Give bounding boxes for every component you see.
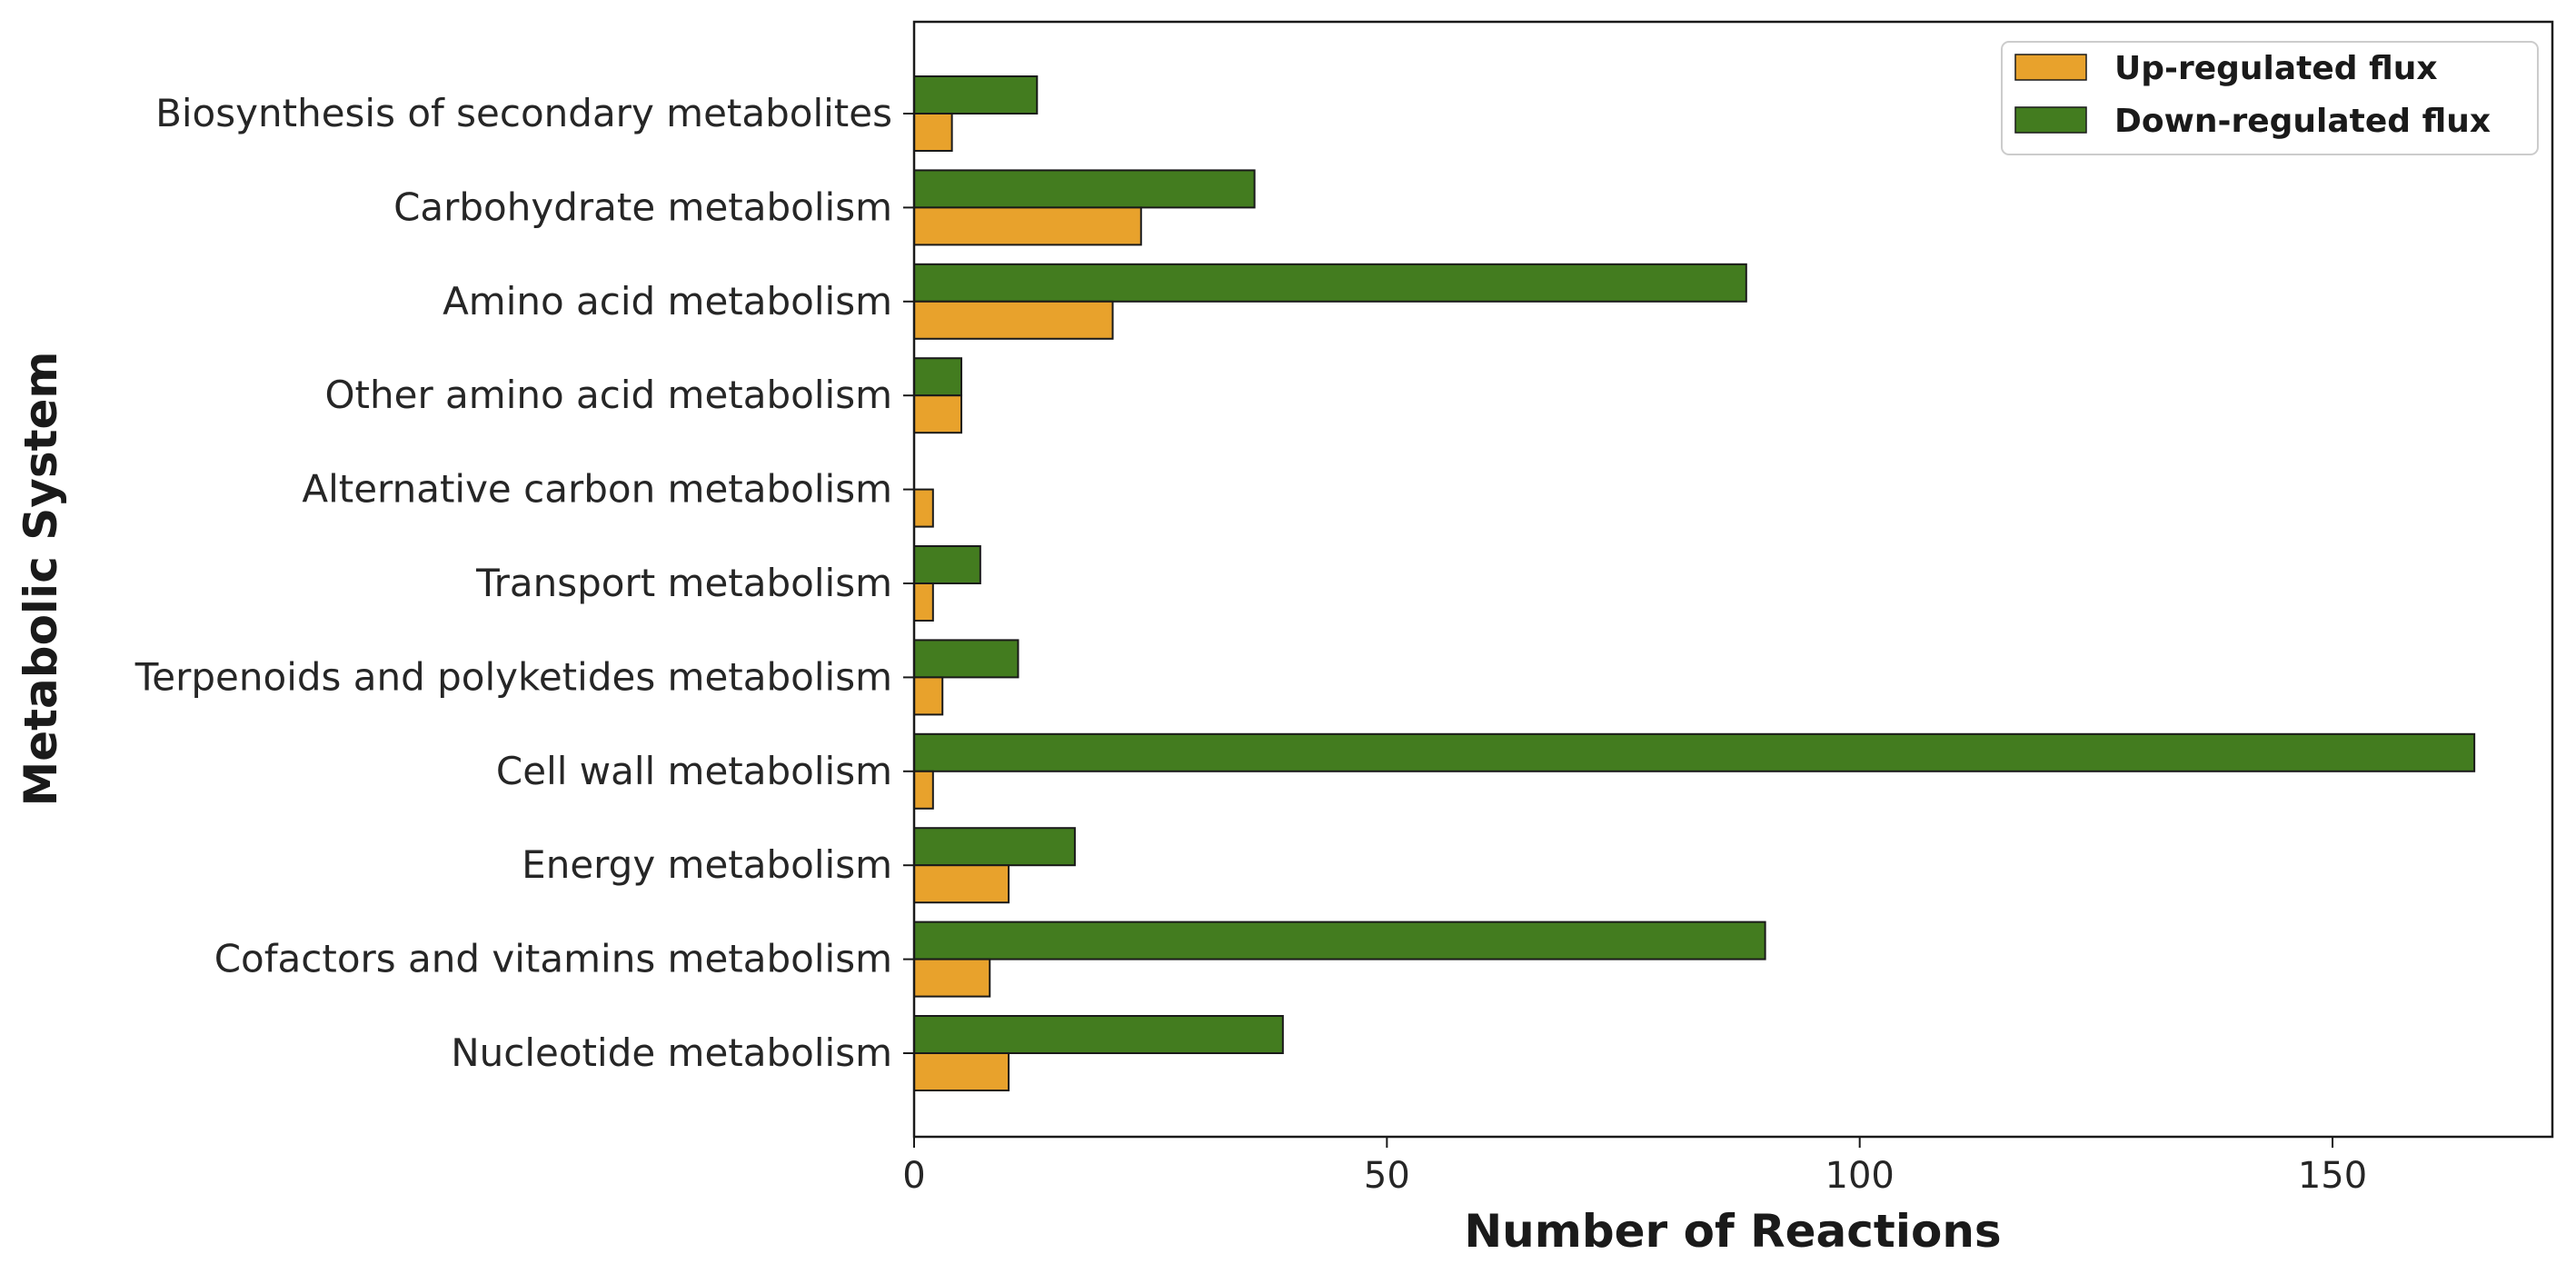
category-label-cell-wall-metabolism: Cell wall metabolism [496, 749, 892, 793]
category-label-terpenoids-and-polyketides-metabolism: Terpenoids and polyketides metabolism [134, 654, 892, 699]
x-axis-ticks: 0 50 100 150 [902, 1137, 2367, 1197]
category-label-alternative-carbon-metabolism: Alternative carbon metabolism [302, 467, 892, 512]
legend-swatch-up-regulated [2014, 54, 2087, 81]
bar-down-regulated-biosynthesis-of-secondary-metabolites [913, 75, 1039, 114]
plot-frame [912, 20, 2554, 1139]
bar-down-regulated-transport-metabolism [913, 545, 981, 584]
bar-up-regulated-nucleotide-metabolism [913, 1052, 1010, 1091]
bar-up-regulated-terpenoids-and-polyketides-metabolism [913, 676, 944, 716]
y-axis-title: Metabolic System [15, 351, 67, 806]
bar-down-regulated-other-amino-acid-metabolism [913, 357, 963, 397]
bar-up-regulated-cell-wall-metabolism [913, 770, 934, 810]
bar-up-regulated-carbohydrate-metabolism [913, 206, 1142, 246]
bar-up-regulated-alternative-carbon-metabolism [913, 488, 934, 528]
bar-up-regulated-transport-metabolism [913, 582, 934, 622]
bar-down-regulated-energy-metabolism [913, 827, 1076, 867]
x-tick-label: 100 [1825, 1155, 1895, 1197]
bar-down-regulated-carbohydrate-metabolism [913, 169, 1256, 209]
bar-up-regulated-energy-metabolism [913, 864, 1010, 904]
category-label-amino-acid-metabolism: Amino acid metabolism [443, 279, 892, 323]
bar-down-regulated-cell-wall-metabolism [913, 732, 2476, 772]
category-label-biosynthesis-of-secondary-metabolites: Biosynthesis of secondary metabolites [155, 91, 892, 135]
bar-down-regulated-terpenoids-and-polyketides-metabolism [913, 639, 1019, 679]
category-labels: Biosynthesis of secondary metabolites Car… [134, 91, 914, 1075]
bar-down-regulated-nucleotide-metabolism [913, 1015, 1284, 1054]
bar-up-regulated-cofactors-and-vitamins-metabolism [913, 958, 991, 998]
legend-swatch-down-regulated [2014, 106, 2087, 134]
category-label-other-amino-acid-metabolism: Other amino acid metabolism [324, 373, 892, 417]
bar-up-regulated-biosynthesis-of-secondary-metabolites [913, 113, 953, 152]
legend: Up-regulated flux Down-regulated flux [2001, 41, 2539, 155]
bar-up-regulated-amino-acid-metabolism [913, 300, 1114, 340]
legend-label-down-regulated: Down-regulated flux [2114, 103, 2491, 140]
bar-up-regulated-other-amino-acid-metabolism [913, 394, 963, 434]
legend-box [2001, 41, 2539, 155]
legend-label-up-regulated: Up-regulated flux [2114, 50, 2438, 87]
category-label-transport-metabolism: Transport metabolism [475, 561, 892, 605]
x-tick-label: 0 [902, 1155, 925, 1197]
category-label-carbohydrate-metabolism: Carbohydrate metabolism [393, 184, 892, 229]
bar-down-regulated-amino-acid-metabolism [913, 263, 1747, 303]
x-tick-label: 150 [2298, 1155, 2367, 1197]
x-tick-label: 50 [1364, 1155, 1410, 1197]
category-label-energy-metabolism: Energy metabolism [522, 842, 892, 887]
bars-layer [913, 75, 2476, 1091]
x-axis-title: Number of Reactions [1464, 1205, 2001, 1258]
bar-down-regulated-cofactors-and-vitamins-metabolism [913, 921, 1766, 961]
category-label-cofactors-and-vitamins-metabolism: Cofactors and vitamins metabolism [214, 937, 892, 981]
category-label-nucleotide-metabolism: Nucleotide metabolism [451, 1030, 892, 1075]
